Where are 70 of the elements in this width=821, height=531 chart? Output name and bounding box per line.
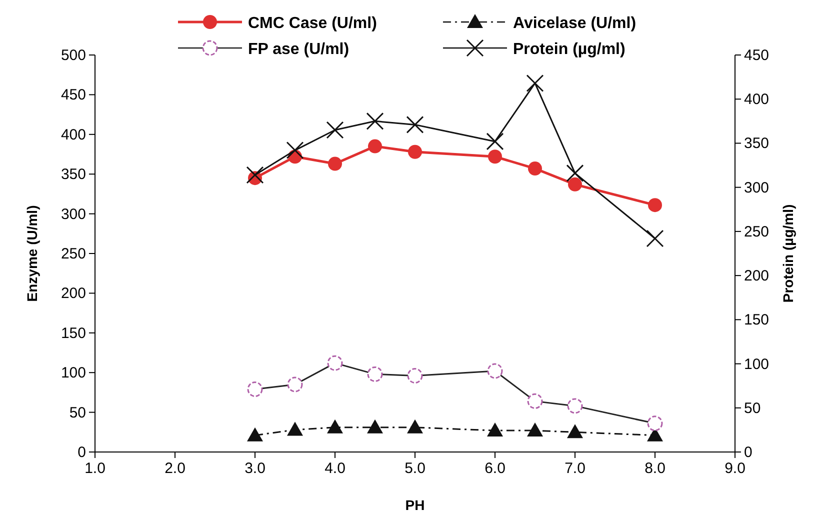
point <box>487 363 503 379</box>
point <box>327 355 343 371</box>
point <box>326 121 344 139</box>
point <box>648 198 662 212</box>
y2-axis-title: Protein (µg/ml) <box>780 204 796 303</box>
point <box>527 422 543 437</box>
y-tick-label: 450 <box>60 86 86 104</box>
point <box>246 166 264 184</box>
point <box>526 74 544 92</box>
x-tick-label: 4.0 <box>324 460 346 477</box>
point <box>247 382 263 398</box>
y2-tick-label: 300 <box>744 179 770 196</box>
y2-tick-label: 450 <box>744 47 770 64</box>
point <box>487 422 503 437</box>
y-tick-label: 50 <box>69 404 86 422</box>
x-tick-label: 3.0 <box>244 460 266 477</box>
x-tick-label: 7.0 <box>564 460 586 477</box>
point <box>407 368 423 384</box>
x-tick-label: 1.0 <box>84 460 106 477</box>
point <box>566 164 584 182</box>
point <box>328 156 342 171</box>
y-tick-label: 350 <box>60 166 86 184</box>
x-tick-label: 9.0 <box>724 460 746 477</box>
point <box>646 230 664 248</box>
point <box>287 376 303 392</box>
point <box>527 393 543 409</box>
y2-tick-label: 350 <box>744 135 770 152</box>
point <box>367 419 383 434</box>
point <box>567 398 583 414</box>
y-tick-label: 400 <box>60 126 86 144</box>
legend-label: CMC Case (U/ml) <box>248 15 377 32</box>
x-tick-label: 8.0 <box>644 460 666 477</box>
point <box>368 139 382 154</box>
x-tick-label: 2.0 <box>164 460 186 477</box>
y2-tick-label: 250 <box>744 223 770 240</box>
y-tick-label: 100 <box>60 364 86 382</box>
y2-tick-label: 0 <box>744 444 752 461</box>
point <box>568 177 582 192</box>
point <box>406 116 424 134</box>
y-tick-label: 250 <box>60 246 86 262</box>
point <box>327 419 343 434</box>
y-tick-label: 150 <box>60 324 86 342</box>
point <box>528 162 542 176</box>
legend-label: Protein (µg/ml) <box>513 41 626 58</box>
point <box>247 427 263 442</box>
point <box>488 150 502 164</box>
point <box>287 422 303 436</box>
x-axis-title: PH <box>405 497 425 513</box>
legend-label: FP ase (U/ml) <box>248 41 350 58</box>
y2-tick-label: 400 <box>744 91 770 108</box>
y-tick-label: 500 <box>60 47 86 64</box>
y-axis-title: Enzyme (U/ml) <box>24 205 40 302</box>
y-tick-label: 200 <box>60 285 86 302</box>
point <box>567 424 583 438</box>
point <box>407 419 423 434</box>
point <box>647 416 663 432</box>
x-tick-label: 5.0 <box>404 460 426 477</box>
y2-tick-label: 50 <box>744 400 761 417</box>
point <box>367 366 383 382</box>
y2-tick-label: 200 <box>744 268 770 285</box>
y2-tick-label: 150 <box>744 312 770 329</box>
y2-tick-label: 100 <box>744 356 770 373</box>
point <box>366 112 384 130</box>
y-tick-label: 300 <box>60 206 86 223</box>
legend-label: Avicelase (U/ml) <box>513 15 636 32</box>
point <box>408 144 422 159</box>
y-tick-label: 0 <box>78 444 86 461</box>
point <box>486 132 504 150</box>
x-tick-label: 6.0 <box>484 460 506 477</box>
point <box>286 142 304 160</box>
